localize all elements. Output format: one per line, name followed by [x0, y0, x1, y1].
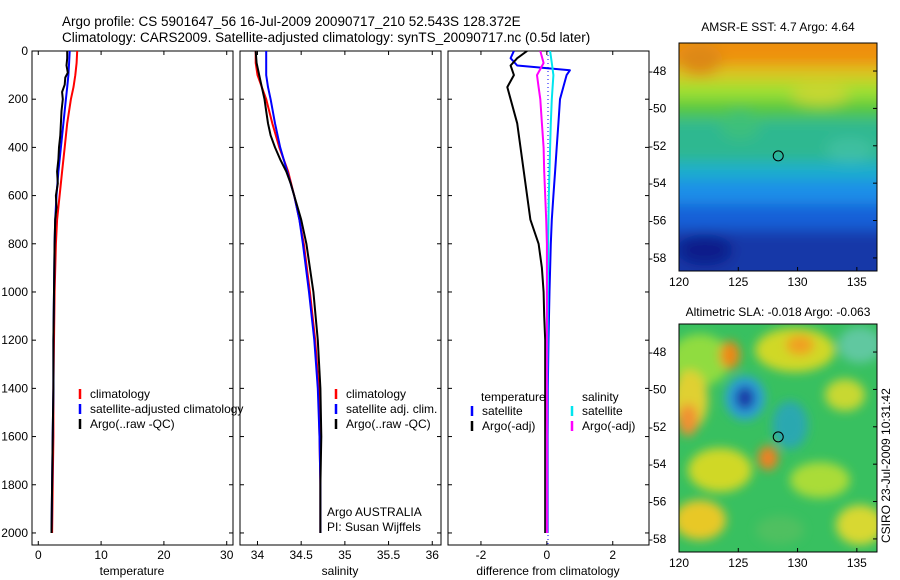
x-tick-label: 36 — [426, 548, 440, 562]
map-x-tick-label: 120 — [669, 275, 689, 289]
sla-field — [679, 324, 877, 552]
legend-label: Argo(-adj) — [582, 419, 635, 433]
x-tick-label: 10 — [94, 548, 108, 562]
header-line-2: Climatology: CARS2009. Satellite-adjuste… — [62, 30, 590, 45]
salinity-axes-frame — [239, 50, 442, 546]
x-tick-label: 34 — [251, 548, 265, 562]
series-line-satellite-adj-clim- — [265, 51, 322, 533]
legend-label: Argo(-adj) — [482, 419, 535, 433]
map-y-tick-label: -52 — [649, 139, 667, 153]
map-y-tick-label: -52 — [649, 420, 667, 434]
map-y-tick-label: -54 — [649, 457, 667, 471]
x-tick-label: 30 — [220, 548, 234, 562]
series-line-temperature-satellite — [509, 51, 571, 533]
map-y-tick-label: -54 — [649, 176, 667, 190]
annotation-argo-australia: Argo AUSTRALIA — [327, 505, 422, 519]
x-tick-label: 2 — [609, 548, 616, 562]
series-line-climatology — [254, 51, 322, 533]
map-x-tick-label: 125 — [728, 556, 748, 570]
map-y-tick-label: -56 — [649, 214, 667, 228]
map-y-tick-label: -58 — [649, 532, 667, 546]
legend-label: climatology — [90, 387, 150, 401]
map-x-tick-label: 125 — [728, 275, 748, 289]
difference-legend: temperature salinitysatelliteArgo(-adj)sa… — [470, 390, 635, 433]
sla-map: Altimetric SLA: -0.018 Argo: -0.063 — [649, 305, 878, 570]
sst-map-title: AMSR-E SST: 4.7 Argo: 4.64 — [701, 20, 855, 34]
salinity-panel: 34 34.5 35 35.5 36 salinity climatologysatel… — [239, 50, 442, 578]
sla-argo-position-marker — [772, 431, 784, 443]
sla-map-title: Altimetric SLA: -0.018 Argo: -0.063 — [686, 305, 871, 319]
temperature-xlabel: temperature — [100, 564, 165, 578]
temperature-panel: 0 10 20 30 0 200 400 600 800 1000 1200 1400 1600 1800… — [1, 44, 243, 578]
y-tick-label: 200 — [8, 92, 28, 106]
map-x-tick-label: 135 — [847, 556, 867, 570]
difference-panel: -2 0 2 difference from climatology tempera… — [447, 50, 650, 578]
x-tick-label: 35 — [338, 548, 352, 562]
map-y-tick-label: -48 — [649, 64, 667, 78]
x-tick-label: 20 — [157, 548, 171, 562]
credit-text: CSIRO 23-Jul-2009 10:31:42 — [879, 388, 893, 543]
map-y-tick-label: -58 — [649, 251, 667, 265]
map-x-tick-label: 130 — [788, 556, 808, 570]
y-tick-label: 800 — [8, 237, 28, 251]
sla-map-frame — [678, 323, 878, 553]
y-tick-label: 1800 — [1, 478, 28, 492]
salinity-xlabel: salinity — [322, 564, 359, 578]
y-tick-label: 600 — [8, 189, 28, 203]
y-tick-label: 2000 — [1, 526, 28, 540]
legend-label: satellite — [482, 404, 523, 418]
difference-xlabel: difference from climatology — [476, 564, 619, 578]
x-tick-label: -2 — [476, 548, 487, 562]
sst-map-frame — [678, 42, 878, 272]
legend-label: satellite adj. clim. — [346, 402, 437, 416]
legend-label: Argo(..raw -QC) — [346, 417, 431, 431]
y-tick-label: 1000 — [1, 285, 28, 299]
legend-title-temperature: temperature — [481, 390, 546, 404]
sst-argo-position-marker — [772, 150, 784, 162]
header-line-1: Argo profile: CS 5901647_56 16-Jul-2009 … — [62, 14, 521, 29]
y-tick-label: 0 — [21, 44, 28, 58]
y-tick-label: 1200 — [1, 333, 28, 347]
map-y-tick-label: -56 — [649, 495, 667, 509]
series-line-temperature-argo-adj- — [506, 51, 547, 533]
map-y-tick-label: -50 — [649, 101, 667, 115]
sst-field — [679, 43, 877, 271]
x-tick-label: 0 — [544, 548, 551, 562]
legend-title-salinity: salinity — [582, 390, 619, 404]
series-line-climatology — [51, 51, 79, 534]
temperature-axes-frame — [31, 50, 234, 546]
x-tick-label: 0 — [35, 548, 42, 562]
y-tick-label: 1600 — [1, 430, 28, 444]
y-tick-label: 400 — [8, 140, 28, 154]
map-y-tick-label: -48 — [649, 345, 667, 359]
x-tick-label: 34.5 — [289, 548, 313, 562]
series-line-salinity-argo-adj- — [536, 51, 548, 533]
legend-label: satellite — [582, 404, 623, 418]
legend-label: satellite-adjusted climatology — [90, 402, 243, 416]
legend-label: Argo(..raw -QC) — [90, 417, 175, 431]
series-line-argo-raw-qc- — [50, 51, 69, 534]
legend-label: climatology — [346, 387, 406, 401]
map-x-tick-label: 135 — [847, 275, 867, 289]
x-tick-label: 35.5 — [377, 548, 401, 562]
sst-map: AMSR-E SST: 4.7 Argo: 4.64 120 125 1 — [649, 20, 878, 289]
map-y-tick-label: -50 — [649, 382, 667, 396]
annotation-pi: PI: Susan Wijffels — [327, 520, 421, 534]
series-line-argo-raw-qc- — [254, 51, 323, 533]
map-x-tick-label: 130 — [788, 275, 808, 289]
y-tick-label: 1400 — [1, 381, 28, 395]
map-x-tick-label: 120 — [669, 556, 689, 570]
